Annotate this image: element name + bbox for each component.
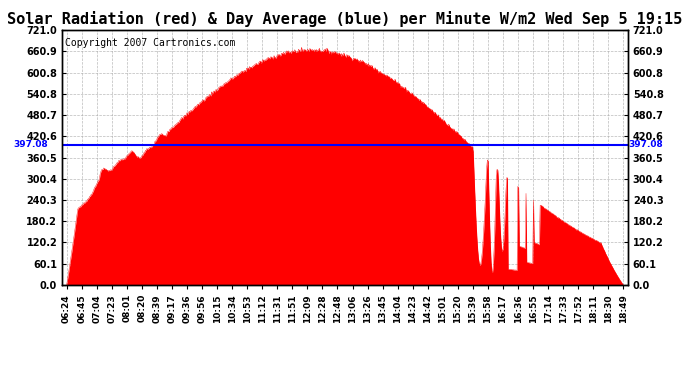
Text: Copyright 2007 Cartronics.com: Copyright 2007 Cartronics.com — [65, 38, 235, 48]
Text: 397.08: 397.08 — [628, 140, 662, 149]
Text: 397.08: 397.08 — [14, 140, 48, 149]
Title: Solar Radiation (red) & Day Average (blue) per Minute W/m2 Wed Sep 5 19:15: Solar Radiation (red) & Day Average (blu… — [8, 12, 682, 27]
